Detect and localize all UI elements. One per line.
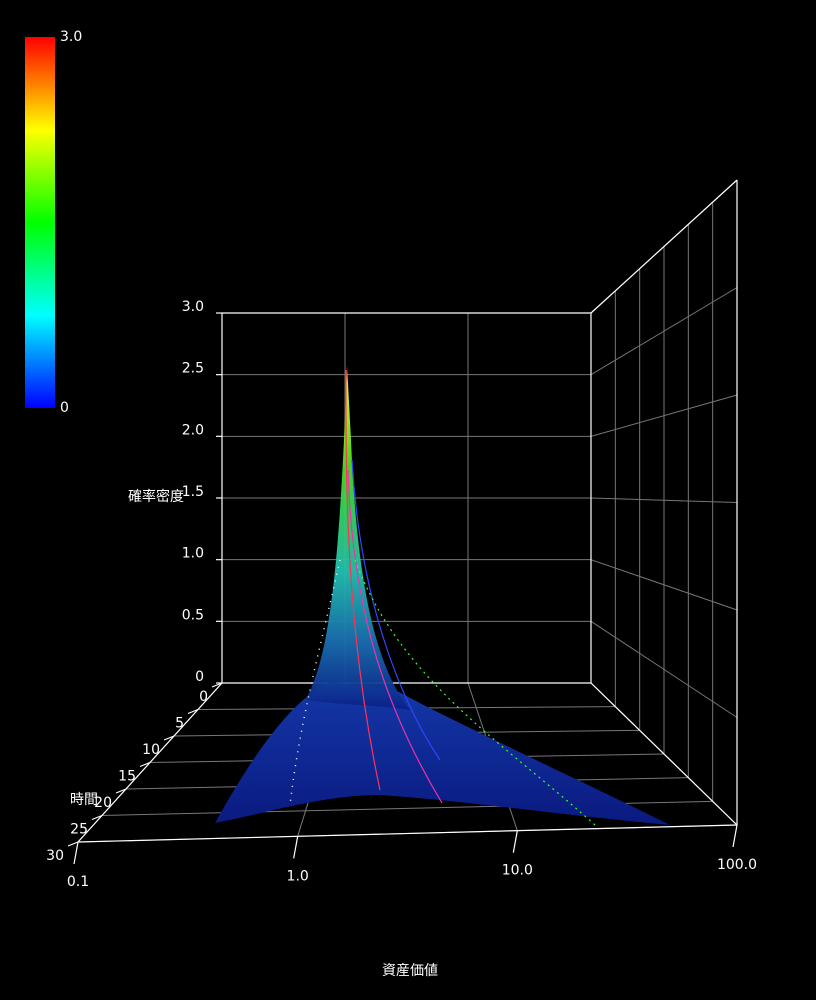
y-tick xyxy=(91,814,103,821)
y-axis-title: 時間 xyxy=(70,792,98,808)
y-tick-label: 10 xyxy=(142,742,160,758)
path-curve xyxy=(354,559,596,826)
y-tick xyxy=(115,788,127,794)
y-tick xyxy=(163,735,175,741)
z-tick-label: 0.5 xyxy=(182,607,204,623)
y-tick-label: 20 xyxy=(94,795,112,811)
x-tick xyxy=(732,824,738,848)
y-tick xyxy=(139,761,151,768)
y-tick-label: 5 xyxy=(175,716,184,732)
y-tick-label: 15 xyxy=(118,769,136,785)
path-curve xyxy=(345,369,381,791)
y-tick xyxy=(211,682,223,688)
x-tick xyxy=(73,841,79,865)
y-tick xyxy=(187,708,199,715)
x-tick-label: 0.1 xyxy=(67,874,89,890)
box-edge xyxy=(590,179,738,314)
z-tick-label: 2.0 xyxy=(182,422,204,438)
x-tick xyxy=(293,836,299,859)
x-axis-title: 資産価値 xyxy=(382,963,438,979)
surface-peak xyxy=(305,365,410,710)
colorbar-tick-label: 3.0 xyxy=(60,29,82,45)
z-tick-label: 0 xyxy=(195,669,204,685)
z-tick-label: 1.5 xyxy=(182,484,204,500)
z-axis-title: 確率密度 xyxy=(128,488,184,505)
surface-base xyxy=(215,682,670,825)
y-tick-label: 25 xyxy=(70,822,88,838)
y-tick-label: 0 xyxy=(199,689,208,705)
colorbar xyxy=(25,37,55,408)
z-tick-label: 1.0 xyxy=(182,546,204,562)
path-curve xyxy=(351,459,441,761)
box-edge xyxy=(77,824,738,843)
y-tick-label: 30 xyxy=(46,848,64,864)
y-tick xyxy=(67,841,79,847)
z-tick-label: 3.0 xyxy=(182,299,204,315)
colorbar-tick-label: 0 xyxy=(60,400,69,416)
x-tick-label: 100.0 xyxy=(717,857,757,873)
z-tick-label: 2.5 xyxy=(182,361,204,377)
box-edge xyxy=(590,682,738,826)
x-tick-label: 10.0 xyxy=(502,863,533,879)
x-tick xyxy=(512,830,518,853)
path-curve xyxy=(347,469,443,804)
x-tick-label: 1.0 xyxy=(287,868,309,884)
surface xyxy=(215,365,670,826)
